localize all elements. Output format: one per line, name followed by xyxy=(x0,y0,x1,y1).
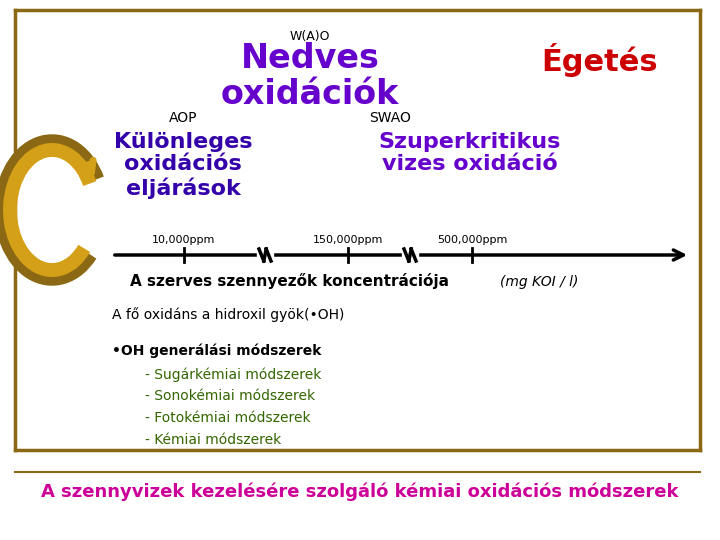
Text: 500,000ppm: 500,000ppm xyxy=(437,235,507,245)
Bar xyxy=(402,245,418,266)
Text: - Sonokémiai módszerek: - Sonokémiai módszerek xyxy=(145,389,315,403)
Text: AOP: AOP xyxy=(168,111,197,125)
Text: A szerves szennyezők koncentrációja: A szerves szennyezők koncentrációja xyxy=(130,273,449,289)
Text: Égetés: Égetés xyxy=(541,43,658,77)
Text: W(A)O: W(A)O xyxy=(289,30,330,43)
Text: - Sugárkémiai módszerek: - Sugárkémiai módszerek xyxy=(145,367,321,381)
Text: •OH generálási módszerek: •OH generálási módszerek xyxy=(112,343,321,357)
Text: 10,000ppm: 10,000ppm xyxy=(153,235,216,245)
Text: SWAO: SWAO xyxy=(369,111,411,125)
Text: - Fotokémiai módszerek: - Fotokémiai módszerek xyxy=(145,411,310,425)
Text: (mg KOI / l): (mg KOI / l) xyxy=(500,275,578,289)
Text: A fő oxidáns a hidroxil gyök(•OH): A fő oxidáns a hidroxil gyök(•OH) xyxy=(112,307,344,322)
Text: Nedves
oxidációk: Nedves oxidációk xyxy=(221,42,399,111)
Text: 150,000ppm: 150,000ppm xyxy=(312,235,383,245)
Text: A szennyvizek kezelésére szolgáló kémiai oxidációs módszerek: A szennyvizek kezelésére szolgáló kémiai… xyxy=(41,483,679,501)
Bar xyxy=(256,245,274,266)
Text: Különleges
oxidációs
eljárások: Különleges oxidációs eljárások xyxy=(114,132,252,199)
Text: Szuperkritikus
vizes oxidáció: Szuperkritikus vizes oxidáció xyxy=(379,132,561,174)
Text: - Kémiai módszerek: - Kémiai módszerek xyxy=(145,433,282,447)
